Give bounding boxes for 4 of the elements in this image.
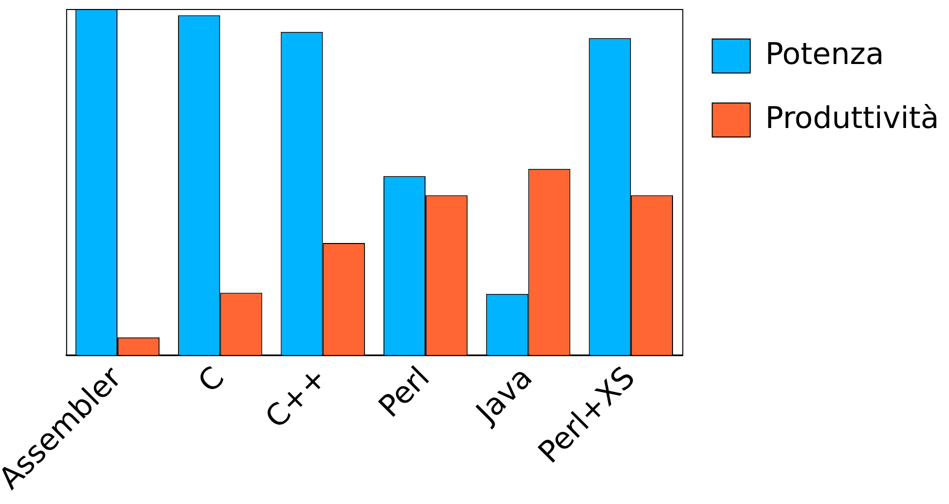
legend-label: Produttività (765, 100, 940, 136)
x-tick-label: C (192, 360, 232, 400)
x-tick-label: C++ (258, 360, 334, 436)
legend-label: Potenza (765, 36, 884, 72)
